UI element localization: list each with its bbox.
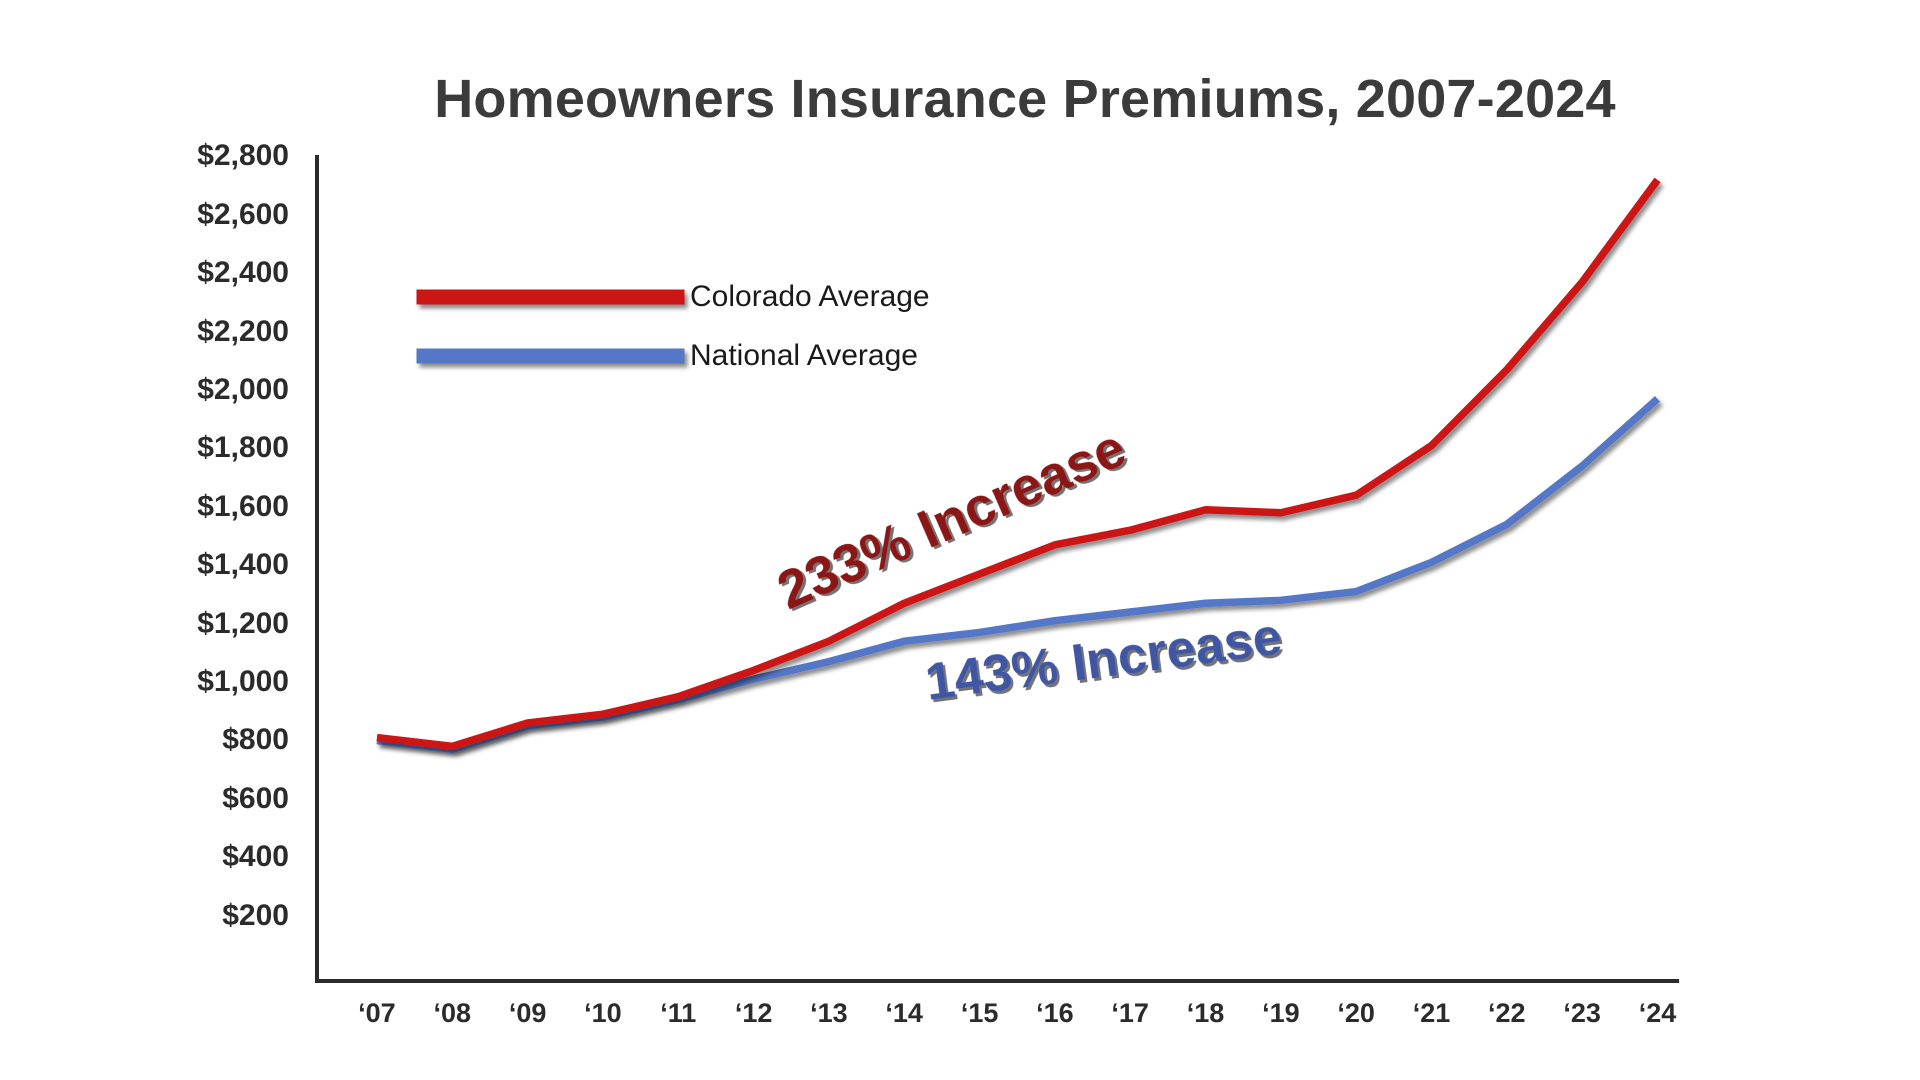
svg-text:233% Increase: 233% Increase: [769, 418, 1134, 621]
svg-text:143% Increase: 143% Increase: [922, 608, 1285, 712]
